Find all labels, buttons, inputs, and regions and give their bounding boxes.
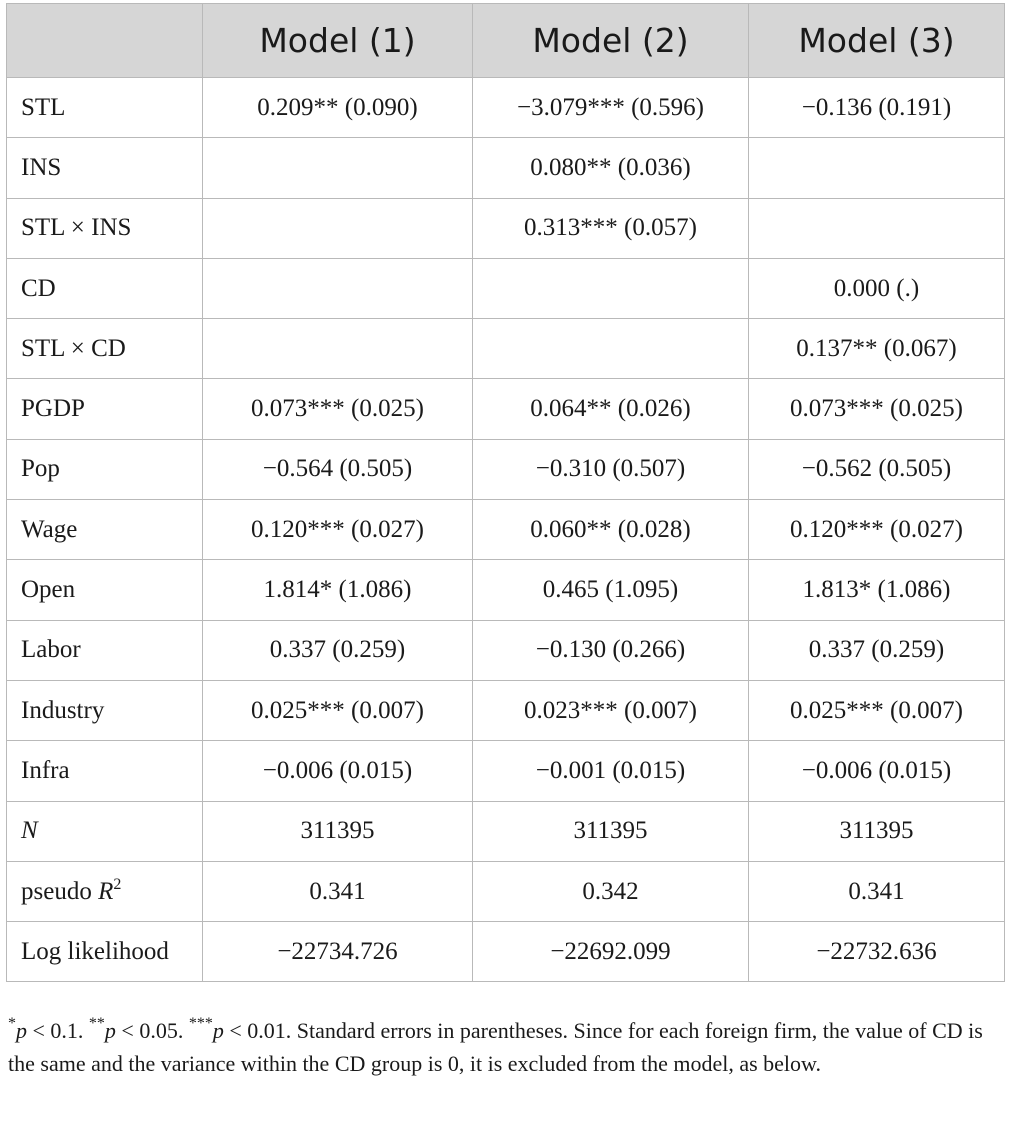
footnote-mark-2: ** bbox=[88, 1015, 105, 1032]
row-label-variable: R bbox=[98, 877, 114, 905]
row-label: N bbox=[6, 800, 203, 862]
table-cell: 0.313*** (0.057) bbox=[472, 197, 749, 259]
table-cell: 311395 bbox=[472, 800, 749, 862]
row-label: CD bbox=[6, 257, 203, 320]
table-cell: −22734.726 bbox=[202, 921, 473, 983]
row-label: Wage bbox=[6, 499, 203, 561]
row-label: STL × INS bbox=[6, 197, 203, 259]
table-row-stl-x-ins: STL × INS 0.313*** (0.057) bbox=[6, 197, 1005, 259]
footnote-p-var-2: p bbox=[104, 1018, 116, 1043]
table-row-pgdp: PGDP 0.073*** (0.025) 0.064** (0.026) 0.… bbox=[6, 378, 1005, 440]
table-cell: −0.310 (0.507) bbox=[472, 438, 749, 501]
row-label: STL × CD bbox=[6, 318, 203, 380]
table-cell: 0.073*** (0.025) bbox=[202, 378, 473, 440]
table-cell: 0.120*** (0.027) bbox=[202, 499, 473, 561]
table-cell: −22692.099 bbox=[472, 921, 749, 983]
table-cell bbox=[748, 137, 1005, 199]
table-cell: 311395 bbox=[748, 800, 1005, 862]
table-cell: 0.073*** (0.025) bbox=[748, 378, 1005, 440]
table-cell bbox=[202, 137, 473, 199]
table-cell: 0.064** (0.026) bbox=[472, 378, 749, 440]
table-cell: −3.079*** (0.596) bbox=[472, 76, 749, 139]
table-cell: 0.342 bbox=[472, 860, 749, 923]
footnote-body: Standard errors in parentheses. Since fo… bbox=[8, 1018, 983, 1076]
regression-table: Model (1) Model (2) Model (3) STL 0.209*… bbox=[6, 3, 1005, 983]
footnote-mark-3: *** bbox=[188, 1015, 213, 1032]
row-label: Log likelihood bbox=[6, 921, 203, 983]
row-label: STL bbox=[6, 76, 203, 139]
table-cell bbox=[202, 257, 473, 320]
table-cell: −0.136 (0.191) bbox=[748, 76, 1005, 139]
table-row-infra: Infra −0.006 (0.015) −0.001 (0.015) −0.0… bbox=[6, 740, 1005, 802]
table-cell: 0.209** (0.090) bbox=[202, 76, 473, 139]
row-label: pseudo R2 bbox=[6, 860, 203, 923]
header-cell-blank bbox=[6, 3, 203, 78]
table-cell: 0.000 (.) bbox=[748, 257, 1005, 320]
table-row-stl-x-cd: STL × CD 0.137** (0.067) bbox=[6, 318, 1005, 380]
footnote-p-var-3: p bbox=[212, 1018, 224, 1043]
table-row-wage: Wage 0.120*** (0.027) 0.060** (0.028) 0.… bbox=[6, 499, 1005, 561]
table-cell bbox=[202, 318, 473, 380]
footnote-threshold-2: < 0.05. bbox=[115, 1018, 189, 1043]
table-footnote: *p < 0.1. **p < 0.05. ***p < 0.01. Stand… bbox=[8, 1014, 1006, 1080]
row-label: Labor bbox=[6, 619, 203, 681]
header-row: Model (1) Model (2) Model (3) bbox=[6, 3, 1005, 78]
table-header: Model (1) Model (2) Model (3) bbox=[6, 3, 1005, 78]
table-cell: 0.341 bbox=[202, 860, 473, 923]
table-row-industry: Industry 0.025*** (0.007) 0.023*** (0.00… bbox=[6, 679, 1005, 742]
table-cell: −0.001 (0.015) bbox=[472, 740, 749, 802]
table-cell bbox=[748, 197, 1005, 259]
row-label: Infra bbox=[6, 740, 203, 802]
table-body: STL 0.209** (0.090) −3.079*** (0.596) −0… bbox=[6, 76, 1005, 983]
header-model-2: Model (2) bbox=[472, 3, 749, 78]
row-label: INS bbox=[6, 137, 203, 199]
table-cell: −0.564 (0.505) bbox=[202, 438, 473, 501]
row-label: PGDP bbox=[6, 378, 203, 440]
table-cell: 0.023*** (0.007) bbox=[472, 679, 749, 742]
table-row-labor: Labor 0.337 (0.259) −0.130 (0.266) 0.337… bbox=[6, 619, 1005, 681]
footnote-p-var-1: p bbox=[16, 1018, 27, 1043]
table-cell: 0.137** (0.067) bbox=[748, 318, 1005, 380]
table-cell: 0.025*** (0.007) bbox=[202, 679, 473, 742]
table-row-pop: Pop −0.564 (0.505) −0.310 (0.507) −0.562… bbox=[6, 438, 1005, 501]
table-cell bbox=[472, 318, 749, 380]
table-row-stl: STL 0.209** (0.090) −3.079*** (0.596) −0… bbox=[6, 76, 1005, 139]
table-cell: 1.813* (1.086) bbox=[748, 559, 1005, 621]
table-cell: 0.465 (1.095) bbox=[472, 559, 749, 621]
regression-table-container: Model (1) Model (2) Model (3) STL 0.209*… bbox=[6, 3, 1005, 983]
row-label: Open bbox=[6, 559, 203, 621]
table-cell: −0.130 (0.266) bbox=[472, 619, 749, 681]
footnote-threshold-1: < 0.1. bbox=[27, 1018, 89, 1043]
table-row-cd: CD 0.000 (.) bbox=[6, 257, 1005, 320]
table-cell: −0.006 (0.015) bbox=[202, 740, 473, 802]
footnote-threshold-3: < 0.01. bbox=[223, 1018, 297, 1043]
row-label-prefix: pseudo bbox=[21, 877, 99, 905]
table-row-open: Open 1.814* (1.086) 0.465 (1.095) 1.813*… bbox=[6, 559, 1005, 621]
table-cell: 0.337 (0.259) bbox=[748, 619, 1005, 681]
row-label-superscript: 2 bbox=[113, 875, 122, 893]
header-model-3: Model (3) bbox=[748, 3, 1005, 78]
table-cell: 0.337 (0.259) bbox=[202, 619, 473, 681]
table-cell bbox=[472, 257, 749, 320]
header-model-1: Model (1) bbox=[202, 3, 473, 78]
row-label: Pop bbox=[6, 438, 203, 501]
table-cell: 311395 bbox=[202, 800, 473, 862]
table-cell: 0.080** (0.036) bbox=[472, 137, 749, 199]
table-cell: −0.006 (0.015) bbox=[748, 740, 1005, 802]
table-row-pseudo-r2: pseudo R2 0.341 0.342 0.341 bbox=[6, 860, 1005, 923]
table-row-n: N 311395 311395 311395 bbox=[6, 800, 1005, 862]
table-cell bbox=[202, 197, 473, 259]
table-cell: 0.060** (0.028) bbox=[472, 499, 749, 561]
table-cell: 0.120*** (0.027) bbox=[748, 499, 1005, 561]
table-row-log-likelihood: Log likelihood −22734.726 −22692.099 −22… bbox=[6, 921, 1005, 983]
row-label: Industry bbox=[6, 679, 203, 742]
table-cell: −0.562 (0.505) bbox=[748, 438, 1005, 501]
table-cell: 1.814* (1.086) bbox=[202, 559, 473, 621]
table-cell: −22732.636 bbox=[748, 921, 1005, 983]
table-row-ins: INS 0.080** (0.036) bbox=[6, 137, 1005, 199]
footnote-mark-1: * bbox=[8, 1015, 16, 1032]
table-cell: 0.341 bbox=[748, 860, 1005, 923]
table-cell: 0.025*** (0.007) bbox=[748, 679, 1005, 742]
